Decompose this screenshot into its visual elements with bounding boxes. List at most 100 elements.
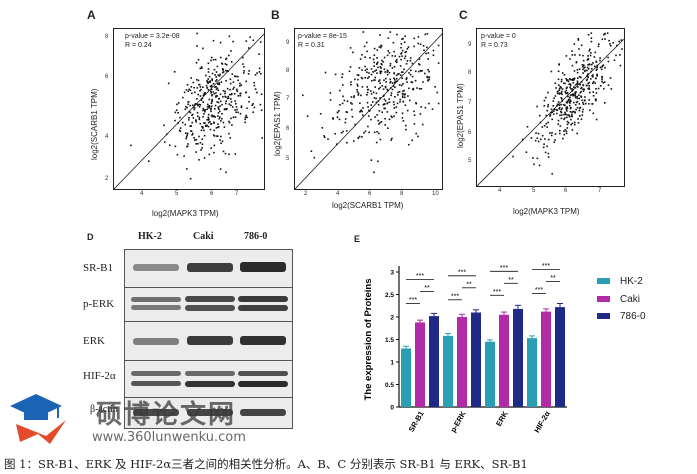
scatter-point xyxy=(390,94,392,97)
scatter-point xyxy=(215,71,218,73)
figure-caption: 图 1：SR-B1、ERK 及 HIF-2α三者之间的相关性分析。A、B、C 分… xyxy=(4,457,528,471)
scatter-point xyxy=(332,117,334,119)
scatter-point xyxy=(405,50,407,53)
scatter-point xyxy=(220,81,223,83)
scatter-point xyxy=(377,66,379,69)
scatter-point xyxy=(551,111,554,113)
scatter-point xyxy=(594,65,596,68)
scatter-point xyxy=(569,86,571,89)
scatter-point xyxy=(417,42,419,45)
scatter-point xyxy=(339,104,341,106)
band xyxy=(187,336,233,345)
scatter-point xyxy=(426,33,429,35)
scatter-point xyxy=(215,95,217,97)
scatter-point xyxy=(374,86,376,88)
x-tick-label: 7 xyxy=(598,188,602,194)
scatter-point xyxy=(553,97,555,100)
scatter-point xyxy=(329,99,332,101)
scatter-point xyxy=(321,127,324,129)
scatter-point xyxy=(565,55,568,57)
scatter-point xyxy=(603,87,605,90)
scatter-point xyxy=(526,126,529,128)
scatter-point xyxy=(592,82,594,85)
scatter-point xyxy=(409,73,412,76)
scatter-point xyxy=(418,58,421,60)
scatter-point xyxy=(404,35,406,37)
scatter-point xyxy=(189,89,192,92)
scatter-point xyxy=(576,69,579,71)
scatter-point xyxy=(248,100,250,103)
scatter-point xyxy=(248,47,250,49)
scatter-point xyxy=(545,96,547,99)
scatter-point xyxy=(574,112,576,114)
scatter-point xyxy=(232,88,234,90)
scatter-point xyxy=(219,100,222,103)
scatter-point xyxy=(592,62,594,64)
scatter-point xyxy=(427,79,429,81)
scatter-point xyxy=(245,40,248,42)
scatter-point xyxy=(358,135,361,138)
scatter-point xyxy=(396,58,398,61)
scatter-point xyxy=(207,119,210,121)
y-tick-label: 4 xyxy=(105,134,109,140)
scatter-point xyxy=(319,113,322,115)
scatter-point xyxy=(202,94,205,97)
scatter-point xyxy=(214,116,216,118)
scatter-point xyxy=(218,97,220,100)
band xyxy=(238,381,288,387)
scatter-point xyxy=(389,78,391,81)
scatter-point xyxy=(248,96,250,98)
scatter-point xyxy=(428,76,431,78)
scatter-point xyxy=(573,43,576,45)
scatter-point xyxy=(222,96,224,98)
scatter-point xyxy=(585,79,588,82)
regression-line xyxy=(295,33,442,189)
scatter-point xyxy=(222,71,225,73)
scatter-point xyxy=(587,76,590,79)
scatter-point xyxy=(615,54,617,57)
scatter-point xyxy=(351,108,353,111)
scatter-point xyxy=(215,127,218,129)
x-tick-label: 6 xyxy=(368,191,372,197)
scatter-point xyxy=(418,63,421,66)
scatter-point xyxy=(346,111,349,114)
scatter-point xyxy=(163,141,166,143)
scatter-point xyxy=(252,103,254,105)
scatter-point xyxy=(391,137,393,140)
scatter-point xyxy=(399,101,401,103)
significance-label: *** xyxy=(451,293,459,300)
y-tick-label: 8 xyxy=(468,70,472,76)
scatter-point xyxy=(396,33,398,36)
scatter-point xyxy=(549,114,552,116)
scatter-point xyxy=(401,71,404,73)
scatter-point xyxy=(580,95,582,97)
scatter-point xyxy=(561,88,564,90)
scatter-point xyxy=(607,60,610,63)
scatter-point xyxy=(404,104,407,106)
scatter-point xyxy=(210,107,212,110)
scatter-point xyxy=(357,74,360,76)
scatter-point xyxy=(571,111,573,113)
scatter-point xyxy=(590,40,593,43)
scatter-point xyxy=(426,46,428,49)
scatter-point xyxy=(595,99,597,102)
scatter-point xyxy=(361,110,363,113)
y-tick-label: 9 xyxy=(286,40,290,46)
scatter-point xyxy=(582,54,584,57)
scatter-point xyxy=(588,103,590,105)
scatter-point xyxy=(574,111,576,113)
scatter-point xyxy=(203,109,206,112)
scatter-point xyxy=(532,157,534,159)
scatter-point xyxy=(564,117,566,119)
scatter-point xyxy=(239,92,241,95)
scatter-point xyxy=(421,123,424,126)
scatter-point xyxy=(212,115,215,118)
scatter-point xyxy=(390,139,392,141)
scatter-point xyxy=(569,83,572,85)
scatter-point xyxy=(597,87,600,90)
scatter-point xyxy=(401,55,403,57)
scatter-point xyxy=(595,77,597,80)
scatter-point xyxy=(402,37,404,40)
scatter-point xyxy=(359,58,362,60)
scatter-point xyxy=(192,113,194,116)
